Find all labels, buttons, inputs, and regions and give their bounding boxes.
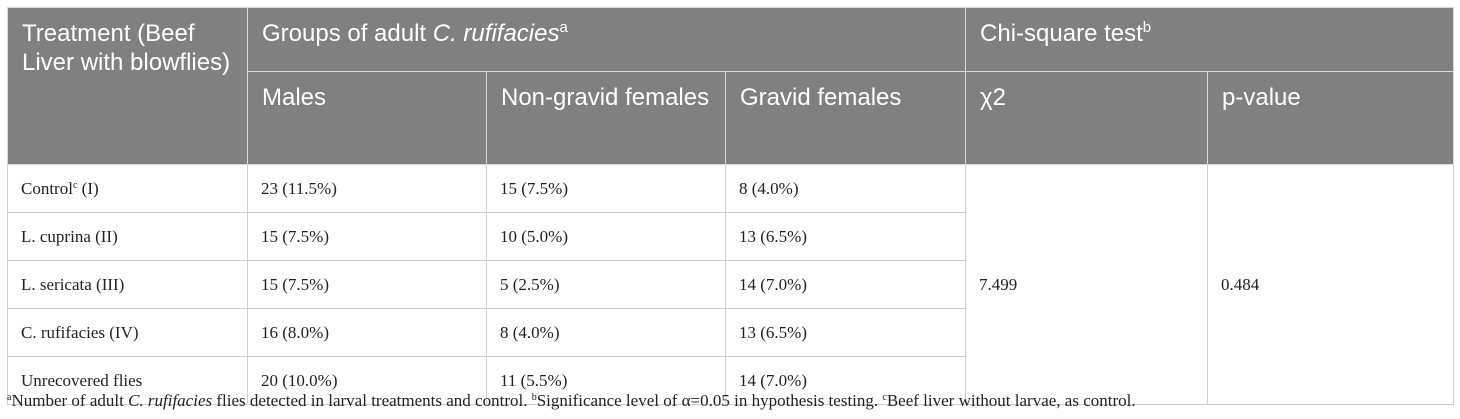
cell-gravid: 13 (6.5%): [724, 212, 967, 261]
cell-males: 23 (11.5%): [247, 164, 487, 213]
header-males: Males: [247, 71, 487, 165]
cell-gravid: 14 (7.0%): [724, 260, 967, 309]
header-gravid: Gravid females: [724, 71, 967, 165]
header-pvalue: p-value: [1207, 71, 1455, 165]
table-row: Controlc (I) 23 (11.5%) 15 (7.5%) 8 (4.0…: [7, 164, 1455, 405]
header-groups-species: C. rufifacies: [432, 20, 560, 47]
header-chi-square: Chi-square testb: [965, 7, 1455, 72]
header-chi-label: Chi-square test: [980, 20, 1143, 47]
row-name-mark: c: [72, 179, 78, 191]
header-nongravid: Non-gravid females: [486, 71, 726, 165]
footnote-a-text-1: Number of adult: [11, 391, 129, 410]
cell-nongravid: 8 (4.0%): [486, 308, 726, 357]
cell-gravid: 13 (6.5%): [724, 308, 967, 357]
row-name: C. rufifacies (IV): [7, 308, 248, 357]
table-row: L. cuprina (II) 15 (7.5%) 10 (5.0%) 13 (…: [7, 212, 1454, 261]
header-groups-prefix: Groups of adult: [262, 20, 433, 47]
cell-nongravid: 15 (7.5%): [486, 164, 726, 213]
cell-nongravid: 5 (2.5%): [486, 260, 726, 309]
header-treatment: Treatment (Beef Liver with blowflies): [7, 7, 248, 165]
header-row-sub: Males Non-gravid females Gravid females …: [8, 71, 1455, 165]
cell-gravid: 8 (4.0%): [724, 164, 967, 213]
header-chi2: χ2: [965, 71, 1209, 165]
row-name: Controlc (I): [7, 164, 248, 213]
footnote-b-mark: b: [531, 392, 537, 403]
footnote-c-mark: c: [882, 392, 887, 403]
footnote-a-text-2: flies detected in larval treatments and …: [212, 391, 532, 410]
cell-males: 20 (10.0%): [247, 356, 487, 405]
footnote-a-species: C. rufifacies: [128, 391, 213, 410]
table-footnote: aNumber of adult C. rufifacies flies det…: [7, 391, 1136, 411]
cell-males: 16 (8.0%): [247, 308, 487, 357]
cell-p-value: 0.484: [1207, 164, 1455, 405]
header-chi-mark: b: [1142, 19, 1152, 36]
table-row: C. rufifacies (IV) 16 (8.0%) 8 (4.0%) 13…: [7, 308, 1454, 357]
footnote-b-text: Significance level of α=0.05 in hypothes…: [536, 391, 883, 410]
header-row-top: Treatment (Beef Liver with blowflies) Gr…: [7, 7, 1455, 165]
cell-nongravid: 11 (5.5%): [486, 356, 726, 405]
row-name: Unrecovered flies: [7, 356, 248, 405]
header-groups: Groups of adult C. rufifaciesa: [246, 7, 967, 72]
results-table-container: Treatment (Beef Liver with blowflies) Gr…: [7, 7, 1455, 405]
footnote-c-text: Beef liver without larvae, as control.: [886, 391, 1136, 410]
row-name-suffix: (I): [77, 178, 99, 198]
cell-males: 15 (7.5%): [247, 212, 487, 261]
footnote-a-mark: a: [7, 392, 12, 403]
header-groups-mark: a: [559, 19, 568, 36]
row-name-text: Control: [21, 178, 73, 198]
row-name: L. sericata (III): [7, 260, 248, 309]
cell-males: 15 (7.5%): [247, 260, 487, 309]
table-row: Unrecovered flies 20 (10.0%) 11 (5.5%) 1…: [7, 356, 1454, 405]
cell-chi2-value: 7.499: [965, 164, 1209, 405]
results-table: Treatment (Beef Liver with blowflies) Gr…: [7, 7, 1455, 405]
row-name: L. cuprina (II): [7, 212, 248, 261]
cell-gravid: 14 (7.0%): [724, 356, 967, 405]
cell-nongravid: 10 (5.0%): [486, 212, 726, 261]
